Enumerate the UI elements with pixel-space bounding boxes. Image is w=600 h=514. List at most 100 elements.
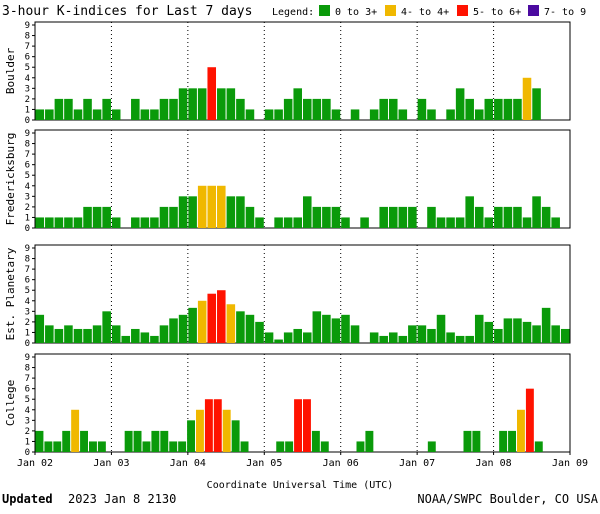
- k-index-bar: [312, 206, 322, 228]
- k-index-bar: [92, 325, 102, 343]
- k-index-bar: [484, 98, 494, 120]
- k-index-bar: [303, 98, 312, 120]
- k-index-bar: [532, 325, 541, 343]
- k-index-bar: [83, 98, 92, 120]
- k-index-bar: [35, 430, 44, 452]
- k-index-bar: [560, 328, 570, 343]
- k-index-bar: [369, 332, 379, 343]
- k-index-bar: [331, 109, 341, 120]
- k-index-bar: [408, 325, 417, 343]
- k-index-bar: [474, 314, 484, 343]
- y-tick-label: 2: [25, 203, 30, 213]
- x-tick-label: Jan 02: [17, 458, 53, 469]
- y-tick-label: 5: [25, 63, 30, 73]
- k-index-bar: [427, 206, 436, 228]
- y-tick-label: 0: [25, 448, 30, 458]
- k-index-bar: [169, 206, 178, 228]
- k-index-bar: [159, 325, 169, 343]
- k-index-bar: [503, 98, 513, 120]
- panel-frame: [34, 129, 571, 229]
- legend-swatch-purple: [528, 5, 539, 16]
- k-index-bar: [484, 321, 494, 343]
- k-index-bar: [369, 109, 379, 120]
- k-index-bar: [379, 98, 388, 120]
- k-index-bar: [35, 217, 45, 228]
- x-tick-label: Jan 07: [399, 458, 435, 469]
- k-index-bar: [436, 314, 446, 343]
- k-index-bar: [188, 307, 197, 343]
- k-index-bar: [226, 196, 236, 228]
- k-index-bar: [178, 88, 188, 120]
- k-index-bar: [303, 399, 311, 452]
- k-index-bar: [274, 109, 283, 120]
- k-index-bar: [226, 304, 236, 343]
- k-index-bar: [388, 332, 398, 343]
- k-index-bar: [131, 328, 140, 343]
- y-tick-label: 8: [25, 32, 30, 42]
- k-index-bar: [484, 217, 494, 228]
- k-index-bar: [541, 307, 551, 343]
- panel-label: Boulder: [4, 47, 17, 94]
- k-index-bar: [293, 328, 302, 343]
- k-index-bar: [207, 67, 217, 120]
- panel-frame: [34, 353, 571, 453]
- k-index-bar: [217, 185, 226, 228]
- k-index-bar: [83, 328, 92, 343]
- legend-item-purple-label: 7- to 9: [544, 7, 586, 18]
- k-index-bar: [320, 441, 329, 452]
- x-tick-label: Jan 05: [246, 458, 282, 469]
- k-index-bar: [197, 185, 207, 228]
- y-tick-label: 3: [25, 307, 30, 317]
- panel-frame: [34, 21, 571, 121]
- k-index-bar: [463, 430, 472, 452]
- data-source: NOAA/SWPC Boulder, CO USA: [417, 492, 598, 506]
- k-index-bar: [236, 311, 245, 343]
- k-index-bar: [121, 335, 131, 343]
- k-index-bar: [92, 109, 102, 120]
- k-index-bar: [236, 196, 245, 228]
- x-tick-label: Jan 03: [93, 458, 129, 469]
- legend-swatch-red: [457, 5, 468, 16]
- k-index-bar: [341, 217, 350, 228]
- k-index-bar: [503, 318, 513, 343]
- k-index-bar: [303, 332, 312, 343]
- k-index-bar: [45, 325, 54, 343]
- k-index-bar: [45, 109, 54, 120]
- k-index-bar: [178, 314, 188, 343]
- k-index-bar: [398, 206, 408, 228]
- k-index-bar: [388, 206, 398, 228]
- k-index-bar: [111, 109, 121, 120]
- legend-swatch-yellow: [385, 5, 396, 16]
- k-index-bar: [276, 441, 285, 452]
- k-index-bar: [133, 430, 142, 452]
- k-index-bar: [169, 318, 178, 343]
- k-index-bar: [312, 311, 322, 343]
- panels: 0123456789Boulder0123456789Fredericksbur…: [4, 21, 571, 458]
- k-index-bar: [255, 321, 264, 343]
- k-index-bar: [293, 217, 302, 228]
- k-index-bar: [331, 318, 341, 343]
- y-tick-label: 7: [25, 42, 30, 52]
- y-tick-label: 1: [25, 328, 30, 338]
- k-index-bar: [379, 335, 388, 343]
- y-tick-label: 0: [25, 339, 30, 349]
- k-index-bar: [204, 399, 213, 452]
- k-index-bar: [294, 399, 302, 452]
- k-index-bar: [213, 399, 222, 452]
- k-index-bar: [283, 98, 293, 120]
- k-index-bar: [365, 430, 374, 452]
- k-index-bar: [427, 328, 436, 343]
- k-index-bar: [274, 217, 283, 228]
- legend-label: Legend:: [272, 7, 314, 18]
- y-tick-label: 2: [25, 95, 30, 105]
- y-tick-label: 6: [25, 385, 30, 395]
- k-index-bar: [159, 206, 169, 228]
- k-index-bar: [169, 441, 178, 452]
- k-index-bar: [83, 206, 92, 228]
- chart-title: 3-hour K-indices for Last 7 days: [2, 4, 252, 19]
- k-index-bar: [303, 196, 312, 228]
- k-index-bar: [140, 332, 150, 343]
- k-index-bar: [217, 88, 226, 120]
- y-tick-label: 2: [25, 427, 30, 437]
- k-index-bar: [388, 98, 398, 120]
